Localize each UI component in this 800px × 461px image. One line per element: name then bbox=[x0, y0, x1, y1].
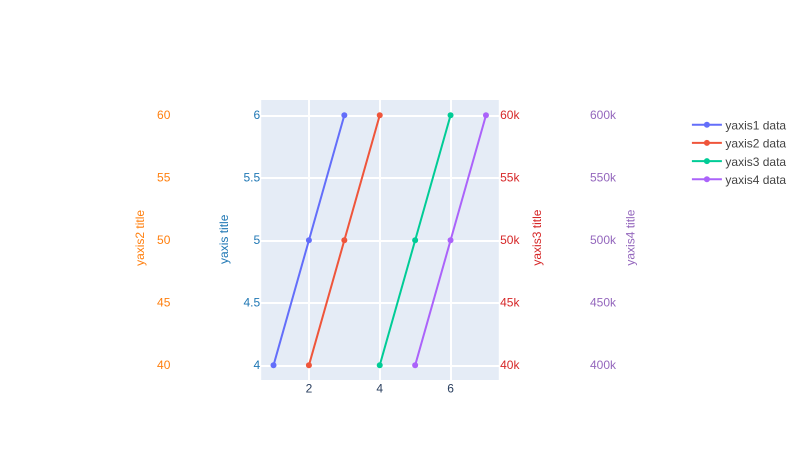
svg-text:45k: 45k bbox=[500, 296, 520, 310]
svg-text:55k: 55k bbox=[500, 171, 520, 185]
svg-text:4.5: 4.5 bbox=[244, 296, 261, 310]
svg-text:45: 45 bbox=[157, 296, 171, 310]
svg-text:5: 5 bbox=[254, 233, 261, 247]
svg-text:6: 6 bbox=[447, 381, 454, 395]
svg-text:60k: 60k bbox=[500, 108, 520, 122]
svg-text:yaxis4 data: yaxis4 data bbox=[725, 173, 786, 187]
svg-text:yaxis1 data: yaxis1 data bbox=[725, 118, 786, 132]
svg-text:450k: 450k bbox=[590, 296, 617, 310]
svg-text:600k: 600k bbox=[590, 108, 617, 122]
svg-text:yaxis4 title: yaxis4 title bbox=[624, 209, 638, 265]
svg-text:yaxis2 data: yaxis2 data bbox=[725, 137, 786, 151]
svg-text:40: 40 bbox=[157, 358, 171, 372]
svg-text:400k: 400k bbox=[590, 358, 617, 372]
svg-text:60: 60 bbox=[157, 108, 171, 122]
svg-text:5.5: 5.5 bbox=[244, 171, 261, 185]
svg-text:2: 2 bbox=[306, 381, 313, 395]
svg-text:500k: 500k bbox=[590, 233, 617, 247]
svg-text:40k: 40k bbox=[500, 358, 520, 372]
svg-text:55: 55 bbox=[157, 171, 171, 185]
svg-text:550k: 550k bbox=[590, 171, 617, 185]
svg-text:yaxis3 title: yaxis3 title bbox=[530, 209, 544, 265]
svg-text:yaxis2 title: yaxis2 title bbox=[133, 210, 147, 266]
svg-text:50k: 50k bbox=[500, 233, 520, 247]
svg-text:4: 4 bbox=[376, 381, 383, 395]
svg-text:4: 4 bbox=[254, 358, 261, 372]
svg-text:yaxis3 data: yaxis3 data bbox=[725, 155, 786, 169]
svg-text:yaxis title: yaxis title bbox=[217, 214, 231, 264]
svg-text:50: 50 bbox=[157, 233, 171, 247]
svg-text:6: 6 bbox=[254, 108, 261, 122]
